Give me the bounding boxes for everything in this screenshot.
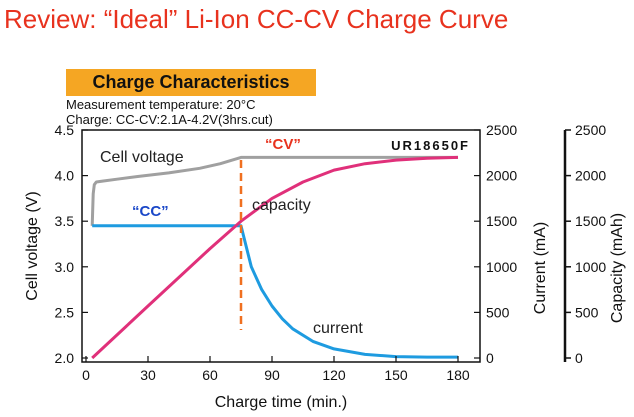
current-tick-label: 2500 [486, 122, 517, 138]
charge-characteristics-banner: Charge Characteristics [66, 69, 316, 96]
y-axis-label-capacity: Capacity (mAh) [609, 213, 626, 323]
x-tick-label: 0 [82, 367, 90, 383]
voltage-tick-label: 2.0 [55, 350, 75, 366]
voltage-tick-label: 3.0 [55, 259, 75, 275]
model-label: UR18650F [391, 138, 470, 153]
x-tick-label: 60 [202, 367, 218, 383]
voltage-tick-label: 3.5 [55, 213, 75, 229]
cv-annotation: “CV” [265, 136, 301, 153]
x-tick-label: 30 [140, 367, 156, 383]
cc-annotation: “CC” [132, 203, 169, 220]
capacity-tick-label: 2000 [575, 168, 606, 184]
measurement-temperature: Measurement temperature: 20°C [66, 97, 256, 112]
plot-frame [81, 129, 481, 363]
capacity-tick-label: 1500 [575, 213, 606, 229]
capacity-tick-label: 0 [575, 350, 583, 366]
current-tick-label: 2000 [486, 168, 517, 184]
charge-spec: Charge: CC-CV:2.1A-4.2V(3hrs.cut) [66, 112, 273, 127]
page-title: Review: “Ideal” Li-Ion CC-CV Charge Curv… [4, 4, 509, 34]
series-label-voltage: Cell voltage [100, 149, 184, 166]
y-axis-label-current: Current (mA) [532, 222, 549, 314]
series-line-capacity [91, 155, 459, 360]
x-tick-label: 180 [446, 367, 470, 383]
x-axis-label: Charge time (min.) [215, 394, 347, 411]
x-tick-label: 150 [384, 367, 408, 383]
current-tick-label: 1500 [486, 213, 517, 229]
series-line-current [92, 224, 458, 359]
capacity-tick-label: 1000 [575, 259, 606, 275]
series-label-capacity: capacity [252, 197, 311, 214]
series-label-current: current [313, 320, 363, 337]
capacity-tick-label: 500 [575, 304, 599, 320]
series-line-voltage [90, 155, 458, 226]
voltage-tick-label: 4.0 [55, 168, 75, 184]
voltage-tick-label: 2.5 [55, 304, 75, 320]
x-tick-label: 120 [322, 367, 346, 383]
capacity-tick-label: 2500 [575, 122, 606, 138]
current-tick-label: 500 [486, 304, 510, 320]
y-axis-label-voltage: Cell voltage (V) [24, 191, 41, 300]
voltage-tick-label: 4.5 [55, 122, 75, 138]
current-tick-label: 1000 [486, 259, 517, 275]
x-tick-label: 90 [264, 367, 280, 383]
current-tick-label: 0 [486, 350, 494, 366]
